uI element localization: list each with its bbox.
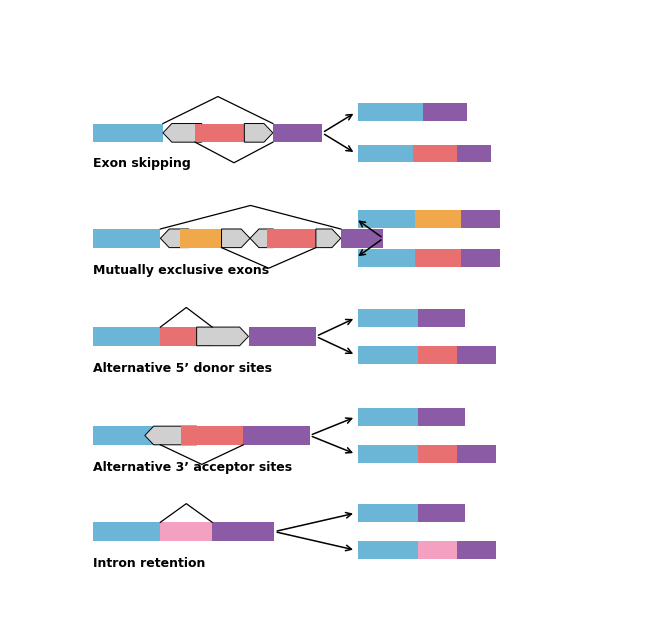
Bar [418, 541, 457, 559]
Bar [418, 504, 465, 522]
Bar [359, 541, 418, 559]
Bar [415, 210, 461, 227]
Bar [93, 124, 163, 142]
Polygon shape [161, 229, 189, 248]
Text: Intron retention: Intron retention [93, 557, 205, 570]
Bar [359, 103, 423, 121]
Polygon shape [244, 124, 273, 142]
Bar [248, 327, 316, 346]
Bar [418, 309, 465, 327]
Bar [180, 229, 221, 248]
Bar [457, 445, 496, 463]
Bar [93, 522, 161, 541]
Bar [457, 541, 496, 559]
Bar [418, 408, 465, 426]
Bar [418, 346, 457, 364]
Text: Alternative 5’ donor sites: Alternative 5’ donor sites [93, 362, 272, 375]
Bar [461, 249, 500, 267]
Bar [161, 522, 212, 541]
Polygon shape [145, 426, 197, 445]
Bar [195, 124, 244, 142]
Bar [161, 327, 212, 346]
Bar [212, 522, 274, 541]
Text: Alternative 3’ acceptor sites: Alternative 3’ acceptor sites [93, 461, 292, 474]
Bar [273, 124, 322, 142]
Polygon shape [250, 229, 274, 248]
Bar [461, 210, 500, 227]
Bar [457, 346, 496, 364]
Bar [359, 210, 415, 227]
Text: Mutually exclusive exons: Mutually exclusive exons [93, 264, 269, 277]
Bar [359, 346, 418, 364]
Bar [359, 145, 413, 162]
Bar [93, 229, 161, 248]
Bar [413, 145, 457, 162]
Polygon shape [163, 124, 202, 142]
Polygon shape [197, 327, 248, 346]
Bar [359, 408, 418, 426]
Bar [359, 249, 415, 267]
Bar [415, 249, 461, 267]
Bar [423, 103, 468, 121]
Bar [457, 145, 490, 162]
Bar [341, 229, 383, 248]
Bar [267, 229, 316, 248]
Bar [93, 327, 161, 346]
Polygon shape [221, 229, 250, 248]
Polygon shape [316, 229, 341, 248]
Bar [359, 504, 418, 522]
Bar [418, 445, 457, 463]
Bar [359, 445, 418, 463]
Bar [359, 309, 418, 327]
Bar [181, 426, 244, 445]
Text: Exon skipping: Exon skipping [93, 157, 191, 170]
Bar [93, 426, 161, 445]
Bar [244, 426, 310, 445]
